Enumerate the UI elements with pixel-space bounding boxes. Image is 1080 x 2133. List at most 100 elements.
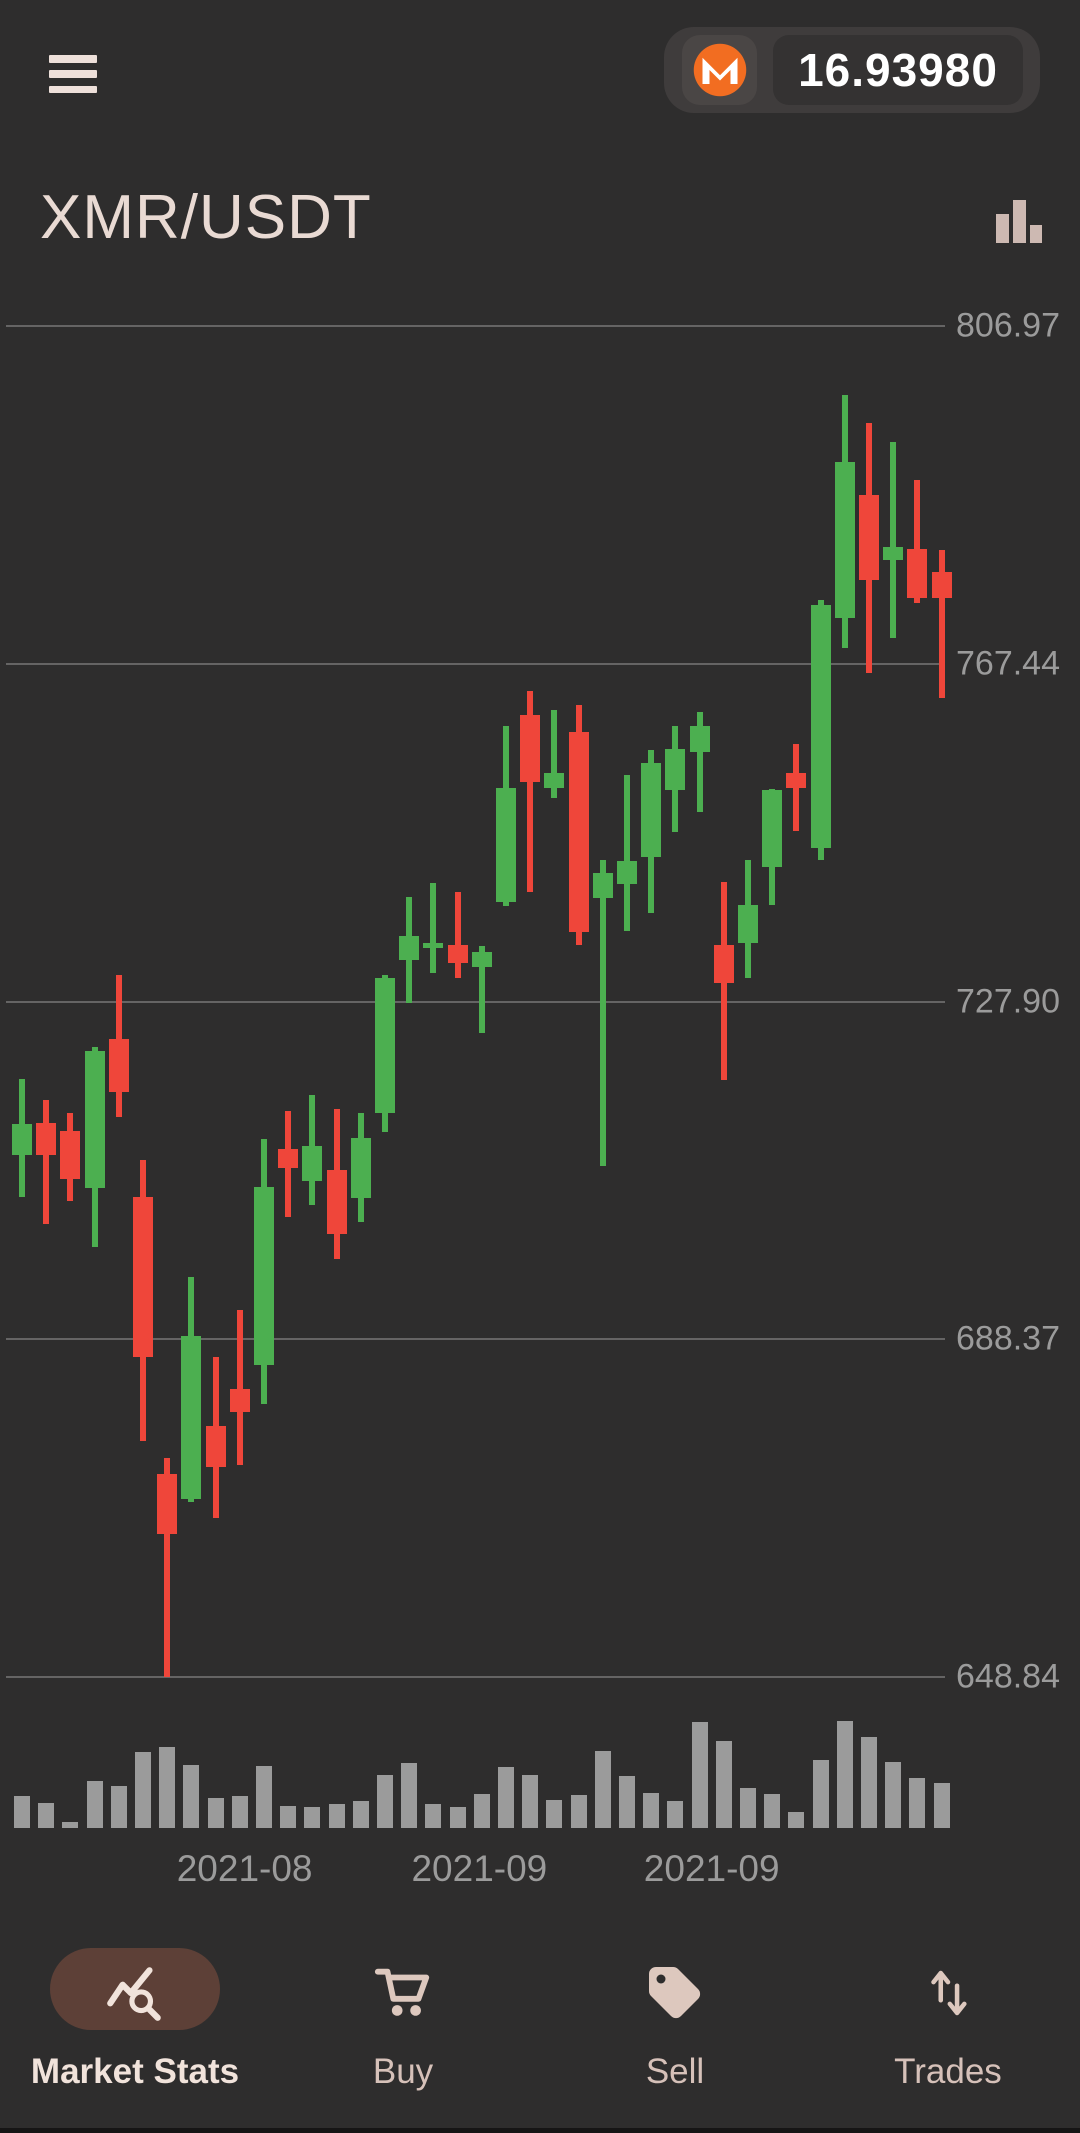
volume-bar (909, 1777, 926, 1828)
candle-body (205, 1426, 226, 1468)
candle-wick (938, 550, 945, 699)
candle-body (350, 1138, 371, 1198)
volume-bar (38, 1803, 55, 1828)
volume-bar (619, 1775, 635, 1828)
candle-body (108, 1039, 129, 1093)
candle-body (181, 1336, 202, 1499)
volume-bar (861, 1737, 877, 1828)
menu-icon[interactable] (49, 55, 97, 93)
bar (1030, 225, 1042, 243)
volume-bar (86, 1780, 103, 1828)
candle-body (254, 1186, 274, 1366)
volume-bar (546, 1800, 563, 1828)
candle-wick (599, 859, 606, 1166)
volume-bar (352, 1801, 369, 1828)
nav-item-market-stats[interactable]: Market Stats (5, 1940, 265, 2100)
volume-bar (256, 1765, 272, 1828)
candle-wick (914, 480, 921, 603)
bottom-system-strip (0, 2128, 1080, 2133)
y-axis-label: 727.90 (956, 982, 1060, 1020)
y-axis-label: 688.37 (956, 1319, 1060, 1358)
candle-body (713, 945, 734, 983)
x-axis-label: 2021-09 (643, 1848, 780, 1889)
volume-bar (715, 1741, 732, 1828)
bar (1013, 200, 1026, 243)
candle-body (689, 726, 710, 753)
x-axis-label: 2021-08 (176, 1848, 313, 1889)
candle-body (326, 1169, 347, 1234)
bar (996, 214, 1009, 243)
volume-bar (836, 1721, 853, 1828)
volume-bar (885, 1761, 902, 1828)
y-gridline (6, 1000, 945, 1003)
candle-wick (696, 711, 703, 812)
nav-label: Buy (372, 2052, 434, 2091)
nav-item-trades[interactable]: Trades (818, 1940, 1078, 2100)
y-gridline (6, 1338, 945, 1341)
volume-bar (667, 1801, 684, 1828)
candle-body (229, 1388, 250, 1412)
y-gridline (6, 325, 945, 327)
volume-bar (62, 1821, 79, 1828)
candle-body (520, 715, 541, 782)
volume-bar (522, 1774, 539, 1828)
volume-bar (328, 1804, 345, 1828)
volume-bar (570, 1794, 587, 1828)
nav-item-sell[interactable]: Sell (545, 1940, 805, 2100)
market-stats-icon (107, 1967, 161, 2021)
candlestick-chart[interactable]: 806.97 767.44 727.90 688.37 648.84 2021-08 202… (0, 0, 1080, 1920)
nav-label: Sell (645, 2052, 705, 2091)
candle-wick (478, 945, 485, 1034)
volume-bar (231, 1795, 248, 1828)
wallet-balance-pill[interactable]: 16.93980 (664, 27, 1040, 113)
volume-bar (159, 1746, 176, 1828)
volume-bar (933, 1783, 950, 1828)
candle-body (931, 571, 952, 599)
volume-bar (788, 1811, 805, 1828)
volume-bar (14, 1795, 30, 1828)
candle-wick (527, 690, 534, 893)
candle-wick (164, 1457, 171, 1678)
menu-bar (49, 70, 97, 78)
volume-bar (377, 1774, 393, 1828)
volume-bar (449, 1806, 466, 1828)
candle-body (617, 860, 637, 884)
volume-bar (473, 1793, 490, 1828)
volume-bar (425, 1804, 442, 1828)
candle-body (36, 1122, 57, 1156)
candle-body (883, 547, 904, 560)
candle-body (12, 1123, 32, 1156)
nav-item-buy[interactable]: Buy (273, 1940, 533, 2100)
volume-bar (498, 1767, 514, 1828)
y-axis-label: 648.84 (956, 1657, 1060, 1696)
volume-bar (207, 1798, 224, 1828)
volume-bar (643, 1792, 660, 1828)
candle-body (133, 1197, 153, 1357)
candle-wick (430, 882, 437, 974)
candle-body (738, 904, 758, 944)
balance-value: 16.93980 (798, 44, 998, 96)
chart-type-icon[interactable] (996, 200, 1042, 243)
candle-wick (890, 441, 897, 638)
volume-bar (304, 1806, 321, 1828)
volume-bar (691, 1722, 708, 1828)
candle-body (471, 951, 492, 968)
candle-body (447, 945, 468, 964)
candle-body (84, 1051, 105, 1188)
nav-label: Market Stats (30, 2052, 240, 2091)
volume-bar (183, 1764, 200, 1828)
candle-wick (551, 710, 558, 799)
candle-body (544, 772, 565, 788)
candle-body (810, 605, 831, 848)
y-gridline (6, 1676, 945, 1678)
candle-body (278, 1149, 299, 1169)
candle-body (60, 1130, 81, 1180)
candle-body (375, 977, 395, 1114)
candle-body (665, 748, 686, 791)
candle-body (423, 943, 444, 948)
trades-icon (931, 1970, 967, 2016)
candle-body (592, 873, 613, 899)
candle-body (157, 1473, 178, 1534)
tag-icon (648, 1966, 701, 2019)
volume-bar (401, 1762, 418, 1828)
